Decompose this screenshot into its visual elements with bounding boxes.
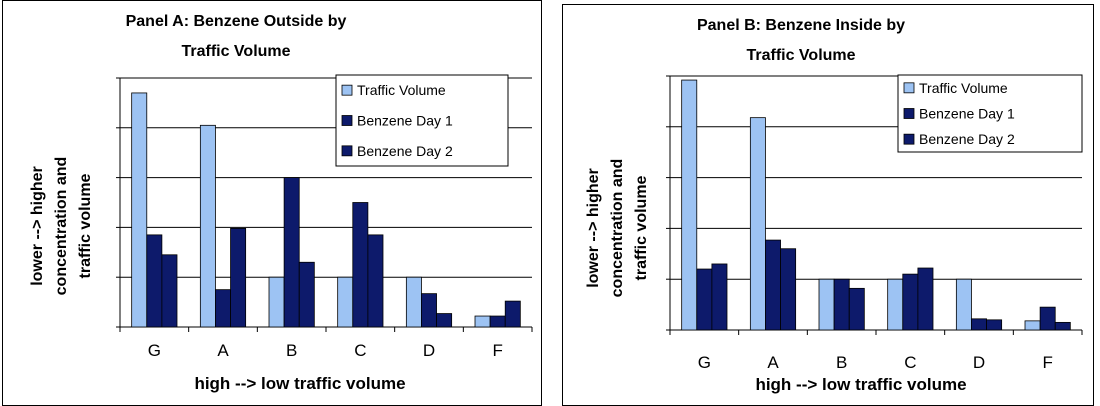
x-tick-label: A bbox=[217, 341, 229, 360]
panel-frame bbox=[562, 4, 1094, 406]
x-axis-label: high --> low traffic volume bbox=[755, 375, 966, 394]
chart-title-line2: Traffic Volume bbox=[181, 43, 290, 60]
legend-box bbox=[897, 74, 1083, 153]
legend-swatch bbox=[903, 133, 915, 145]
bar-benzene-day-1 bbox=[833, 278, 850, 331]
bar-benzene-day-1 bbox=[489, 315, 506, 328]
x-tick-label: A bbox=[767, 353, 779, 372]
panel-frame bbox=[2, 0, 542, 406]
bar-benzene-day-2 bbox=[917, 267, 934, 331]
x-tick-label: D bbox=[423, 341, 435, 360]
x-tick-label: B bbox=[836, 353, 847, 372]
legend: Traffic Volume Benzene Day 1 Benzene Day 2 bbox=[335, 74, 509, 167]
bar-benzene-day-1 bbox=[902, 273, 919, 331]
bar-traffic-volume bbox=[337, 276, 354, 328]
chart-title: Panel A: Benzene Outside by bbox=[126, 13, 347, 30]
legend-label: Benzene Day 1 bbox=[357, 113, 453, 129]
bar-traffic-volume bbox=[818, 278, 835, 331]
y-axis-label: traffic volume bbox=[77, 173, 94, 278]
bar-benzene-day-2 bbox=[298, 261, 315, 328]
bar-benzene-day-1 bbox=[421, 293, 437, 328]
bar-benzene-day-2 bbox=[436, 313, 453, 328]
chart-title: Panel B: Benzene Inside by bbox=[697, 17, 905, 34]
bar-benzene-day-1 bbox=[283, 177, 300, 328]
x-tick-label: B bbox=[286, 341, 297, 360]
bar-benzene-day-2 bbox=[230, 227, 247, 328]
bar-traffic-volume bbox=[131, 92, 148, 328]
bar-benzene-day-1 bbox=[696, 268, 713, 331]
legend-swatch bbox=[341, 145, 353, 157]
x-tick-label: F bbox=[492, 341, 502, 360]
legend-label: Benzene Day 2 bbox=[357, 143, 453, 159]
bar-benzene-day-1 bbox=[146, 234, 163, 328]
bar-benzene-day-1 bbox=[1039, 306, 1056, 331]
x-tick-label: G bbox=[698, 353, 711, 372]
y-axis-label: lower --> higher bbox=[585, 168, 602, 288]
bar-traffic-volume bbox=[887, 278, 904, 331]
bar-traffic-volume bbox=[474, 315, 491, 328]
bar-benzene-day-2 bbox=[848, 287, 865, 331]
bar-traffic-volume bbox=[268, 276, 285, 328]
legend-swatch bbox=[903, 82, 915, 94]
x-tick-label: F bbox=[1042, 353, 1052, 372]
bar-benzene-day-1 bbox=[215, 289, 231, 328]
bar-traffic-volume bbox=[405, 276, 422, 328]
legend-swatch bbox=[341, 84, 353, 96]
chart-title-line2: Traffic Volume bbox=[746, 47, 855, 64]
x-tick-label: C bbox=[354, 341, 366, 360]
bar-traffic-volume bbox=[749, 117, 766, 331]
legend-label: Benzene Day 2 bbox=[919, 131, 1015, 147]
x-tick-label: G bbox=[148, 341, 161, 360]
x-tick-label: D bbox=[973, 353, 985, 372]
legend-swatch bbox=[341, 115, 353, 126]
bar-traffic-volume bbox=[955, 278, 972, 331]
bar-benzene-day-2 bbox=[986, 319, 1003, 331]
bar-benzene-day-2 bbox=[780, 248, 797, 331]
y-axis-label: lower --> higher bbox=[29, 166, 46, 286]
x-tick-label: C bbox=[904, 353, 916, 372]
bar-benzene-day-1 bbox=[971, 318, 987, 331]
legend: Traffic Volume Benzene Day 1 Benzene Day 2 bbox=[897, 74, 1083, 153]
legend-label: Traffic Volume bbox=[919, 80, 1008, 96]
legend-label: Traffic Volume bbox=[357, 82, 446, 98]
y-axis-label: concentration and bbox=[609, 159, 626, 298]
bar-benzene-day-2 bbox=[161, 254, 178, 328]
y-axis-label: concentration and bbox=[53, 157, 70, 296]
bar-traffic-volume bbox=[681, 79, 698, 331]
bar-benzene-day-1 bbox=[765, 239, 781, 331]
y-axis-label: traffic volume bbox=[633, 175, 650, 280]
legend-swatch bbox=[903, 108, 915, 119]
bar-benzene-day-2 bbox=[504, 300, 521, 328]
chart-panel-b: Panel B: Benzene Inside by Traffic Volume… bbox=[562, 4, 1094, 406]
bar-benzene-day-2 bbox=[367, 234, 384, 328]
bar-benzene-day-2 bbox=[711, 263, 728, 331]
bar-traffic-volume bbox=[199, 124, 216, 328]
x-axis-label: high --> low traffic volume bbox=[194, 374, 405, 393]
legend-label: Benzene Day 1 bbox=[919, 106, 1015, 122]
legend-box bbox=[335, 74, 509, 167]
bar-benzene-day-1 bbox=[352, 202, 369, 328]
bar-traffic-volume bbox=[1024, 320, 1041, 331]
bar-benzene-day-2 bbox=[1054, 321, 1071, 331]
chart-panel-a: Panel A: Benzene Outside by Traffic Volum… bbox=[2, 0, 542, 406]
